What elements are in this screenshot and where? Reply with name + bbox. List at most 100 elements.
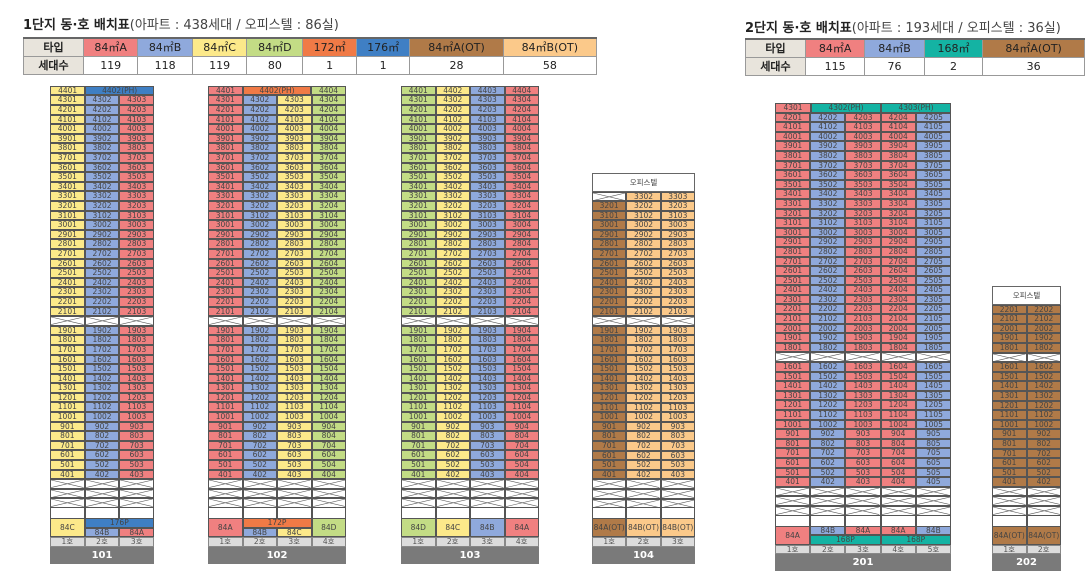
unit-cell: 502 [435,460,470,470]
no-unit-cell [504,488,539,499]
summary-count-cell: 36 [982,56,1085,76]
unit-cell: 903 [660,421,695,432]
unit-cell: 1801 [401,335,436,345]
no-unit-row [775,486,952,497]
unit-cell: 2402 [435,277,470,288]
unit-cell: 1202 [84,392,120,403]
unit-cell: 2802 [435,239,470,249]
unit-cell: 502 [810,467,846,478]
floor-row-10: 1001 1002 1003 1004 [208,412,346,422]
unit-cell: 2703 [277,248,312,259]
unit-type-area: 84C 176P 84B 84A [50,518,154,538]
unit-cell: 1904 [880,333,916,343]
unit-cell: 2501 [401,268,436,278]
unit-cell: 3102 [810,218,846,228]
no-unit-cell [208,488,243,499]
unit-cell: 3102 [626,210,661,221]
no-unit-cell [242,479,277,489]
line-label: 3호 [119,537,155,547]
unit-cell: 1003 [277,412,312,422]
unit-cell: 1002 [810,419,846,430]
unit-cell: 1101 [208,402,243,413]
no-unit-cell [435,498,470,509]
building-name: 201 [775,554,951,572]
unit-type-label: 84B [242,527,277,538]
floor-row-10: 1001 1002 1003 [592,412,695,422]
unit-cell: 2301 [208,287,243,297]
unit-cell: 3802 [810,150,846,161]
summary-type-cell: 84㎡B(OT) [502,37,598,57]
unit-cell: 1103 [470,402,505,413]
unit-cell: 4101 [50,114,85,125]
unit-cell: 2101 [992,314,1027,324]
unit-cell: 803 [660,431,695,441]
unit-cell: 1303 [660,383,695,393]
unit-cell: 4001 [50,124,85,134]
floor-row-10: 1001 1002 1003 1004 [401,412,539,422]
unit-cell: 901 [775,429,811,439]
unit-cell: 504 [311,460,346,470]
unit-cell: 801 [992,438,1027,449]
floor-row-24: 2401 2402 2403 2404 [401,277,539,288]
unit-cell: 1204 [880,400,916,410]
floor-row-28: 2801 2802 2803 2804 [401,239,539,249]
floor-row-36: 3601 3602 3603 3604 [401,162,539,173]
unit-cell: 603 [119,450,155,461]
floor-row-8: 801 802 803 804 [208,431,346,441]
unit-cell: 801 [401,431,436,441]
unit-cell: 1201 [208,392,243,403]
unit-cell: 504 [504,460,539,470]
summary-count-cell: 118 [137,55,193,75]
unit-cell: 1304 [880,390,916,401]
summary-count-cell: 1 [355,55,411,75]
floor-row-14: 1401 1402 1403 1404 [208,373,346,384]
unit-cell: 2402 [810,285,846,295]
unit-type-label: 84B [84,527,120,538]
unit-cell: 1402 [810,381,846,391]
floor-row-44: 4401 4402(PH) [50,85,154,96]
unit-cell: 2904 [880,237,916,247]
no-unit-row [775,505,952,516]
unit-cell: 1101 [50,402,85,413]
unit-cell: 3404 [311,181,346,192]
unit-cell: 4002 [810,131,846,142]
floor-row-15: 1501 1502 1503 1504 [208,364,346,374]
no-unit-cell [50,479,85,489]
unit-cell: 2103 [845,314,881,324]
no-unit-row [592,479,695,489]
unit-cell: 3401 [208,181,243,192]
floor-row-37: 3701 3702 3703 3704 3705 [775,160,952,171]
unit-cell: 3201 [50,201,85,211]
unit-cell: 1204 [311,392,346,403]
unit-type-label: 84A(OT) [592,518,627,538]
floor-row-29: 2901 2902 2903 [50,229,155,240]
unit-cell: 1202 [1026,400,1061,411]
complex1-summary-table: 타입 84㎡A 84㎡B 84㎡C 84㎡D 172㎡ 176㎡ 84㎡A(OT) 84㎡B(… [23,37,598,75]
floor-row-9: 901 902 903 904 [208,421,346,432]
floor-row-10: 1001 1002 [992,419,1061,430]
floor-row-4: 401 402 403 404 [208,469,346,480]
unit-cell: 3005 [915,227,952,238]
unit-cell: 801 [50,431,85,441]
unit-cell: 4103 [845,122,881,132]
unit-cell: 2405 [915,285,952,295]
unit-cell: 1002 [1026,419,1061,430]
floor-row-13: 1301 1302 1303 [50,383,155,393]
unit-cell: 4403 [470,85,505,96]
floor-row-32: 3201 3202 3203 3204 3205 [775,208,952,219]
unit-cell: 4402(PH) [243,85,311,96]
unit-cell: 503 [660,460,695,470]
no-unit-cell [311,488,346,499]
no-unit-cell [660,488,695,499]
unit-cell: 1602 [242,354,277,365]
floor-row-27: 2701 2702 2703 2704 [401,248,539,259]
unit-cell: 1001 [50,412,85,422]
unit-cell: 2004 [880,323,916,334]
floor-row-42: 4201 4202 4203 4204 [208,105,346,115]
unit-cell: 2703 [119,248,155,259]
unit-cell: 2201 [592,297,627,307]
floor-row-12: 1201 1202 1203 1204 1205 [775,400,952,410]
unit-cell: 2103 [119,306,155,317]
unit-cell: 601 [401,450,436,461]
unit-cell: 3602 [84,162,120,173]
